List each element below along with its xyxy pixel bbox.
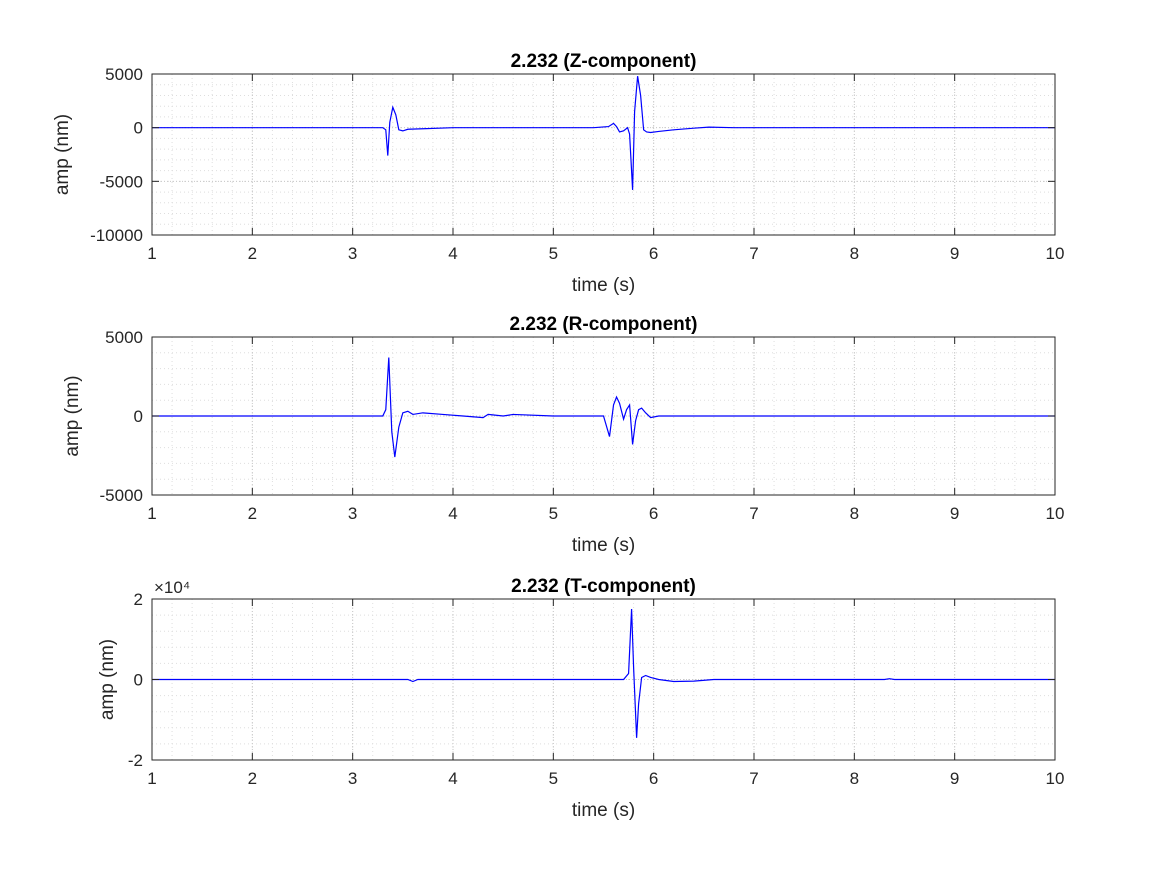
x-tick-label: 4 [448,769,457,788]
x-tick-label: 8 [850,244,859,263]
x-tick-label: 7 [749,504,758,523]
x-tick-label: 5 [549,769,558,788]
x-axis-label: time (s) [572,275,635,296]
x-tick-label: 9 [950,769,959,788]
subplot-title: 2.232 (R-component) [510,314,698,335]
subplot-title: 2.232 (Z-component) [511,51,697,72]
x-tick-label: 9 [950,244,959,263]
y-tick-label: 2 [134,590,143,609]
y-tick-label: 0 [134,407,143,426]
y-axis-label: amp (nm) [52,114,73,195]
x-tick-label: 8 [850,769,859,788]
x-tick-label: 2 [248,244,257,263]
x-tick-label: 5 [549,504,558,523]
x-tick-label: 3 [348,769,357,788]
y-axis-label: amp (nm) [97,639,118,720]
x-axis-label: time (s) [572,535,635,556]
x-tick-label: 2 [248,769,257,788]
series-line [152,76,1055,190]
x-tick-label: 10 [1046,769,1065,788]
x-tick-label: 6 [649,504,658,523]
x-tick-label: 8 [850,504,859,523]
x-tick-label: 4 [448,244,457,263]
subplot-3: 1 2 3 4 5 6 7 8 9 10 -2 0 2 ×10⁴ 2.232 (T-component) ti… [97,576,1064,821]
x-tick-label: 1 [147,244,156,263]
y-tick-label: 0 [134,671,143,690]
y-axis-label: amp (nm) [62,375,83,456]
y-tick-label: 5000 [105,328,143,347]
y-tick-label: -5000 [100,486,143,505]
y-tick-label: -10000 [90,226,143,245]
x-tick-label: 10 [1046,244,1065,263]
x-tick-label: 3 [348,504,357,523]
subplot-title: 2.232 (T-component) [511,576,696,597]
y-tick-label: -2 [128,751,143,770]
y-exponent-label: ×10⁴ [154,578,190,597]
x-tick-label: 10 [1046,504,1065,523]
x-tick-label: 2 [248,504,257,523]
x-axis-label: time (s) [572,800,635,821]
y-tick-label: -5000 [100,172,143,191]
x-tick-label: 6 [649,244,658,263]
subplot-1: 1 2 3 4 5 6 7 8 9 10 -10000 -5000 0 5000 2.232 (Z-comp… [52,51,1064,296]
subplot-2: 1 2 3 4 5 6 7 8 9 10 -5000 0 5000 2.232 (R-component)… [62,314,1064,556]
x-tick-label: 6 [649,769,658,788]
y-tick-label: 0 [134,119,143,138]
series-line [152,357,1055,458]
x-tick-label: 1 [147,504,156,523]
x-tick-label: 1 [147,769,156,788]
x-tick-label: 4 [448,504,457,523]
plot-area [152,74,1055,235]
y-tick-label: 5000 [105,65,143,84]
x-tick-label: 7 [749,769,758,788]
x-tick-label: 7 [749,244,758,263]
x-tick-label: 3 [348,244,357,263]
x-tick-label: 5 [549,244,558,263]
axes-frame [151,73,1056,236]
x-tick-label: 9 [950,504,959,523]
